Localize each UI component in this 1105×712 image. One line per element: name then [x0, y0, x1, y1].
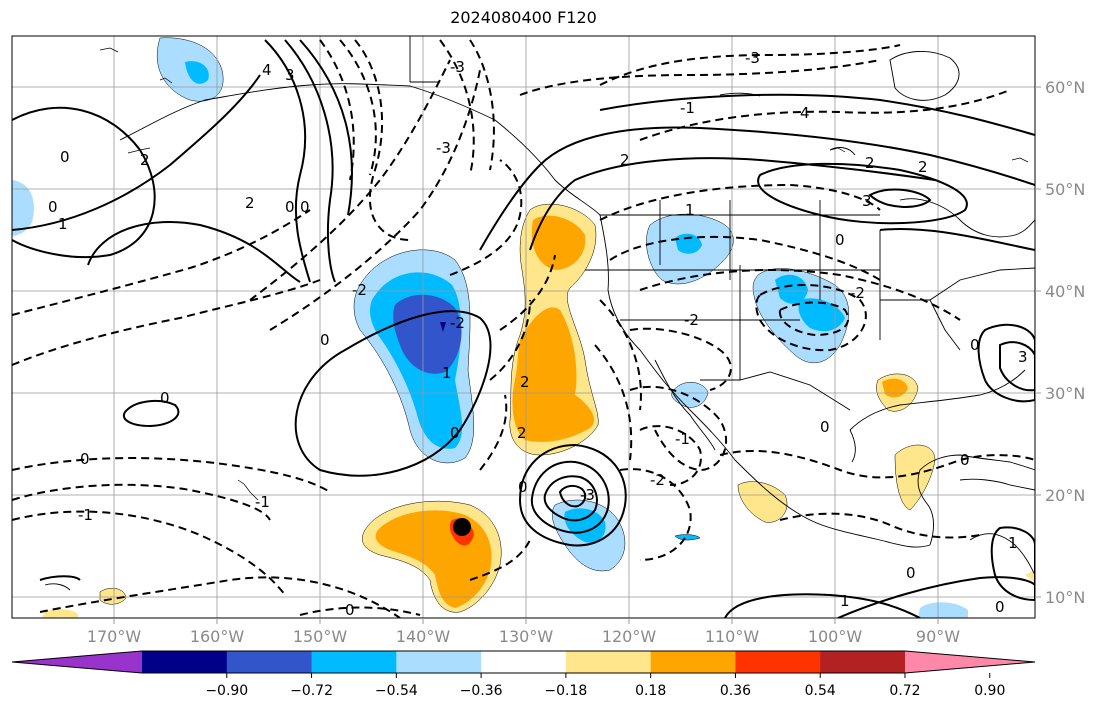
- lon-label: 90°W: [916, 627, 960, 646]
- svg-text:2: 2: [140, 151, 150, 169]
- lon-label: 110°W: [705, 627, 760, 646]
- colorbar-swatch: [650, 651, 736, 673]
- colorbar-tick-label: 0.72: [889, 683, 920, 699]
- lon-label: 170°W: [87, 627, 142, 646]
- svg-text:1: 1: [1008, 534, 1018, 552]
- lat-label: 20°N: [1045, 486, 1085, 505]
- colorbar-swatch: [565, 651, 652, 673]
- lon-label: 140°W: [396, 627, 451, 646]
- svg-text:4: 4: [262, 61, 272, 79]
- svg-text:0: 0: [300, 198, 310, 216]
- svg-text:-3: -3: [745, 49, 760, 67]
- svg-text:-1: -1: [255, 493, 270, 511]
- colorbar-swatch: [142, 651, 228, 673]
- svg-text:-2: -2: [650, 471, 665, 489]
- lon-label: 150°W: [293, 627, 348, 646]
- svg-text:2: 2: [520, 373, 530, 391]
- svg-text:0: 0: [970, 336, 980, 354]
- colorbar-tick-label: −0.18: [544, 683, 587, 699]
- svg-text:2: 2: [865, 154, 875, 172]
- lon-label: 160°W: [190, 627, 245, 646]
- svg-text:0: 0: [320, 331, 330, 349]
- svg-text:2: 2: [918, 158, 928, 176]
- map-frame: [11, 35, 1036, 619]
- lat-label: 10°N: [1045, 588, 1085, 607]
- colorbar-extend-low: [12, 651, 142, 673]
- colorbar-swatch: [481, 651, 567, 673]
- lon-label: 120°W: [602, 627, 657, 646]
- svg-text:0: 0: [518, 478, 528, 496]
- svg-text:-2: -2: [450, 314, 465, 332]
- svg-text:0: 0: [995, 598, 1005, 616]
- lat-label: 30°N: [1045, 384, 1085, 403]
- map-title: 2024080400 F120: [450, 8, 597, 27]
- colorbar-tick-label: −0.90: [205, 683, 248, 699]
- colorbar-swatch: [735, 651, 821, 673]
- svg-text:-2: -2: [684, 311, 699, 329]
- colorbar-tick-label: 0.36: [720, 683, 751, 699]
- svg-text:2: 2: [517, 424, 527, 442]
- svg-text:-1: -1: [78, 506, 93, 524]
- svg-text:0: 0: [345, 601, 355, 619]
- svg-text:2: 2: [620, 151, 630, 169]
- colorbar-swatch: [396, 651, 482, 673]
- lon-label: 100°W: [808, 627, 863, 646]
- svg-text:-1: -1: [680, 99, 695, 117]
- colorbar-tick-label: −0.36: [460, 683, 503, 699]
- svg-text:3: 3: [1018, 348, 1028, 366]
- lat-label: 50°N: [1045, 180, 1085, 199]
- colorbar-tick-label: 0.18: [635, 683, 666, 699]
- graticule: [12, 36, 1035, 618]
- svg-text:-2: -2: [352, 281, 367, 299]
- lat-label: 40°N: [1045, 282, 1085, 301]
- latitude-axis: 60°N 50°N 40°N 30°N 20°N 10°N: [1035, 78, 1085, 607]
- svg-text:0: 0: [48, 198, 58, 216]
- svg-text:0: 0: [60, 148, 70, 166]
- svg-text:3: 3: [285, 66, 295, 84]
- colorbar-extend-high: [905, 651, 1035, 673]
- colorbar-tick-label: 0.90: [974, 683, 1005, 699]
- svg-text:0: 0: [450, 424, 460, 442]
- svg-text:0: 0: [80, 450, 90, 468]
- svg-text:1: 1: [58, 215, 68, 233]
- svg-text:3: 3: [862, 192, 872, 210]
- islands: [99, 47, 1029, 501]
- colorbar: −0.90 −0.72 −0.54 −0.36 −0.18 0.18 0.36 0.54 0.7…: [11, 650, 1036, 699]
- colorbar-tick-label: −0.54: [375, 683, 418, 699]
- svg-text:0: 0: [960, 451, 970, 469]
- svg-text:-1: -1: [675, 430, 690, 448]
- lat-label: 60°N: [1045, 78, 1085, 97]
- svg-text:1: 1: [685, 201, 695, 219]
- contour-labels: 0 0 1 2 2 0 0 3 4 -3 -3 -2 0 -2 1 0 0 0 …: [48, 49, 1028, 619]
- svg-text:0: 0: [160, 389, 170, 407]
- svg-text:0: 0: [285, 198, 295, 216]
- svg-text:2: 2: [245, 194, 255, 212]
- map-layers: 0 0 1 2 2 0 0 3 4 -3 -3 -2 0 -2 1 0 0 0 …: [12, 36, 1035, 619]
- colorbar-swatch: [820, 651, 906, 673]
- svg-text:-3: -3: [580, 486, 595, 504]
- colorbar-swatch: [226, 651, 313, 673]
- svg-text:1: 1: [840, 592, 850, 610]
- svg-text:0: 0: [835, 231, 845, 249]
- svg-text:-3: -3: [436, 139, 451, 157]
- colorbar-swatch: [311, 651, 397, 673]
- svg-text:-2: -2: [850, 284, 865, 302]
- svg-text:0: 0: [906, 564, 916, 582]
- colorbar-tick-label: 0.54: [805, 683, 836, 699]
- coastlines: [44, 36, 1035, 591]
- storm-center-marker: [453, 518, 471, 536]
- colorbar-tick-label: −0.72: [290, 683, 333, 699]
- svg-text:-3: -3: [450, 58, 465, 76]
- svg-text:4: 4: [800, 104, 810, 122]
- longitude-axis: 170°W 160°W 150°W 140°W 130°W 120°W 110°…: [87, 618, 960, 646]
- lon-label: 130°W: [499, 627, 554, 646]
- contours: [12, 39, 1035, 618]
- svg-text:1: 1: [442, 364, 452, 382]
- contours-negative: [12, 39, 1035, 618]
- svg-text:0: 0: [820, 418, 830, 436]
